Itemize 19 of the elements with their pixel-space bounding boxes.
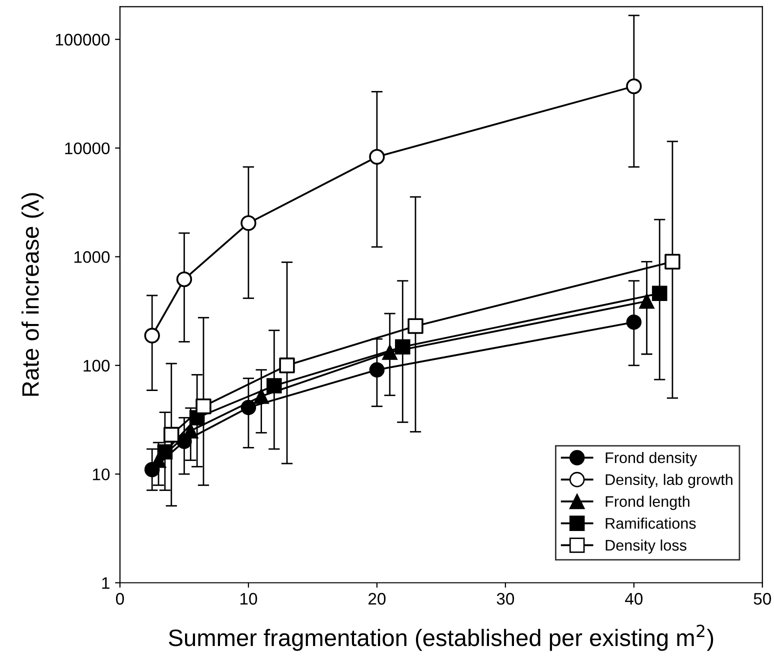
x-tick-label: 20 xyxy=(368,592,386,605)
x-tick-label: 10 xyxy=(240,592,258,605)
legend-label: Frond density xyxy=(606,452,698,466)
x-tick-label: 40 xyxy=(625,592,643,605)
x-tick-label: 30 xyxy=(496,592,514,605)
x-tick-label: 0 xyxy=(116,592,124,605)
y-tick-label: 100000 xyxy=(56,34,110,46)
legend-label: Ramifications xyxy=(606,518,696,529)
y-tick-label: 10000 xyxy=(65,142,110,154)
legend-label: Frond length xyxy=(606,496,690,510)
x-axis-title: Summer fragmentation (established per existing m$^{2}$) xyxy=(168,624,714,651)
legend-label: Density, lab growth xyxy=(606,474,732,488)
x-tick-label: 50 xyxy=(754,592,772,605)
y-tick-label: 100 xyxy=(84,360,110,372)
y-tick-label: 10 xyxy=(92,468,110,480)
y-axis-title: Rate of increase (λ) xyxy=(22,193,44,396)
y-tick-label: 1 xyxy=(102,577,110,589)
y-tick-label: 1000 xyxy=(74,251,110,263)
legend-label: Density loss xyxy=(606,539,686,554)
